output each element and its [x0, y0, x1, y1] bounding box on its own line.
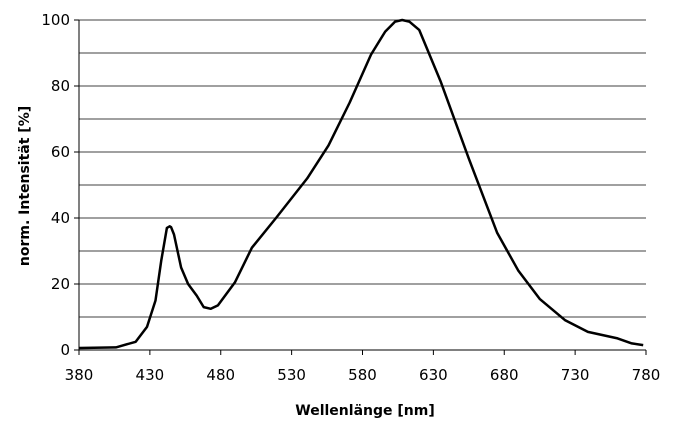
x-tick-label-380: 380 [65, 366, 94, 384]
x-tick-label-480: 480 [206, 366, 235, 384]
tick-labels: 0 20 40 60 80 100 380 430 480 530 580 630 680 730 780 [41, 11, 660, 384]
data-point-0-21 [349, 102, 351, 104]
data-point-0-27 [418, 29, 420, 31]
data-point-0-13 [203, 306, 205, 308]
series-line-0 [78, 18, 644, 350]
x-tick-label-730: 730 [561, 366, 590, 384]
data-point-0-9 [173, 234, 175, 236]
data-point-0-15 [217, 305, 219, 307]
x-tick-label-630: 630 [419, 366, 448, 384]
series-layer [78, 18, 644, 350]
data-point-0-36 [631, 343, 633, 345]
data-point-0-18 [275, 217, 277, 219]
y-tick-label-40: 40 [51, 209, 70, 227]
data-point-0-2 [135, 341, 137, 343]
data-point-0-20 [328, 145, 330, 147]
data-point-0-17 [251, 247, 253, 249]
data-point-0-24 [394, 21, 396, 23]
y-tick-label-80: 80 [51, 77, 70, 95]
data-point-0-28 [440, 80, 442, 82]
data-point-0-6 [166, 227, 168, 229]
x-tick-label-680: 680 [490, 366, 519, 384]
data-point-0-8 [170, 226, 172, 228]
data-point-0-31 [518, 270, 520, 272]
data-point-0-3 [146, 326, 148, 328]
data-point-0-19 [306, 178, 308, 180]
y-tick-label-0: 0 [60, 341, 70, 359]
data-point-0-12 [196, 295, 198, 297]
data-point-0-37 [642, 344, 644, 346]
axes [74, 19, 647, 355]
y-axis-title: norm. Intensität [%] [17, 106, 33, 266]
data-point-0-10 [180, 267, 182, 269]
data-point-0-4 [155, 300, 157, 302]
data-point-0-0 [78, 347, 80, 349]
data-point-0-29 [468, 158, 470, 160]
data-point-0-11 [187, 283, 189, 285]
data-point-0-1 [115, 347, 117, 349]
data-point-0-14 [210, 308, 212, 310]
x-tick-label-430: 430 [136, 366, 165, 384]
y-tick-label-100: 100 [41, 11, 70, 29]
data-point-0-25 [401, 19, 403, 21]
data-point-0-23 [384, 31, 386, 33]
data-point-0-5 [160, 260, 162, 262]
data-point-0-26 [409, 21, 411, 23]
data-point-0-30 [496, 232, 498, 234]
y-tick-label-60: 60 [51, 143, 70, 161]
gridlines [79, 19, 646, 318]
x-tick-label-530: 530 [277, 366, 306, 384]
data-point-0-16 [234, 282, 236, 284]
x-tick-label-780: 780 [632, 366, 661, 384]
data-point-0-34 [587, 331, 589, 333]
y-tick-label-20: 20 [51, 275, 70, 293]
data-point-0-22 [370, 54, 372, 56]
data-point-0-7 [169, 226, 171, 228]
x-tick-label-580: 580 [348, 366, 377, 384]
data-point-0-35 [617, 338, 619, 340]
x-axis-title: Wellenlänge [nm] [295, 403, 434, 419]
data-point-0-33 [564, 320, 566, 322]
data-point-0-32 [539, 298, 541, 300]
